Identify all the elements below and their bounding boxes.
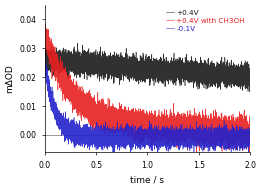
+0.4V <box>248 82 252 84</box>
Legend: +0.4V, +0.4V with CH3OH, -0.1V: +0.4V, +0.4V with CH3OH, -0.1V <box>164 9 247 33</box>
Y-axis label: mΔOD: mΔOD <box>5 64 14 93</box>
+0.4V with CH3OH <box>248 133 252 135</box>
+0.4V <box>76 42 79 44</box>
+0.4V with CH3OH <box>144 113 147 115</box>
Line: +0.4V: +0.4V <box>45 43 250 92</box>
+0.4V <box>238 74 241 76</box>
+0.4V <box>248 91 251 93</box>
+0.4V with CH3OH <box>44 23 47 25</box>
+0.4V with CH3OH <box>56 79 59 82</box>
+0.4V with CH3OH <box>84 97 87 99</box>
X-axis label: time / s: time / s <box>130 175 164 184</box>
+0.4V <box>56 50 59 52</box>
-0.1V <box>52 105 55 107</box>
Line: +0.4V with CH3OH: +0.4V with CH3OH <box>45 24 250 153</box>
-0.1V <box>56 107 59 110</box>
Line: -0.1V: -0.1V <box>45 57 250 157</box>
+0.4V with CH3OH <box>248 152 251 154</box>
+0.4V <box>44 68 47 70</box>
+0.4V <box>144 63 147 65</box>
-0.1V <box>43 56 46 59</box>
+0.4V with CH3OH <box>238 123 241 125</box>
-0.1V <box>238 139 241 142</box>
-0.1V <box>156 156 159 158</box>
+0.4V <box>43 50 46 52</box>
+0.4V <box>84 57 87 60</box>
-0.1V <box>84 125 87 128</box>
-0.1V <box>248 136 252 138</box>
+0.4V with CH3OH <box>43 33 46 36</box>
-0.1V <box>44 74 47 76</box>
+0.4V with CH3OH <box>44 41 47 43</box>
+0.4V with CH3OH <box>52 66 55 69</box>
-0.1V <box>43 65 46 68</box>
+0.4V <box>52 60 55 62</box>
-0.1V <box>144 129 147 131</box>
